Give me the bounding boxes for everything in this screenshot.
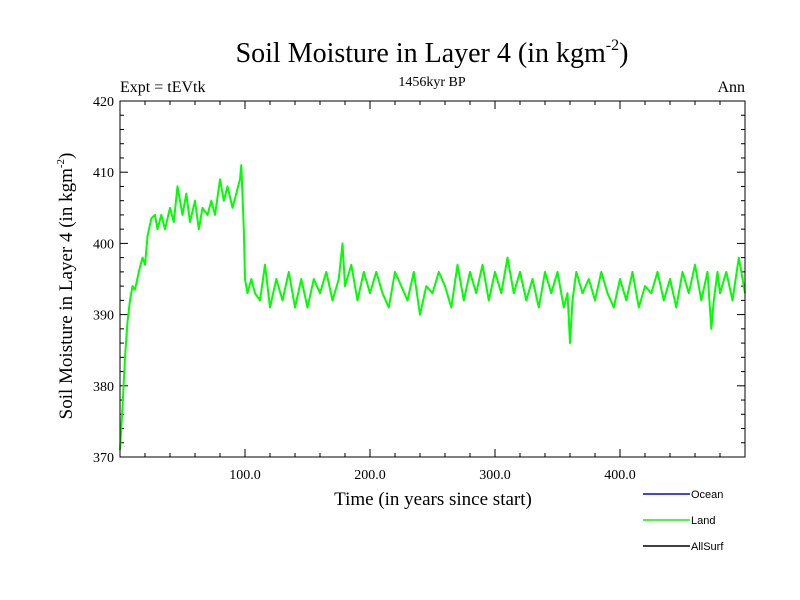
- y-axis-label: Soil Moisture in Layer 4 (in kgm-2): [55, 153, 77, 420]
- chart-title-superscript: -2: [606, 37, 619, 54]
- y-tick-label: 380: [93, 380, 114, 395]
- y-tick-label: 400: [93, 237, 114, 252]
- legend-label-ocean: Ocean: [691, 489, 723, 501]
- period-label: 1456kyr BP: [398, 75, 466, 90]
- y-tick-label: 390: [93, 309, 114, 324]
- y-tick-label: 420: [93, 95, 114, 110]
- y-axis-label-superscript: -2: [55, 159, 67, 168]
- legend-label-land: Land: [691, 515, 715, 527]
- y-tick-label: 410: [93, 166, 114, 181]
- experiment-label: Expt = tEVtk: [120, 79, 205, 96]
- legend-label-allsurf: AllSurf: [691, 541, 724, 553]
- chart-title: Soil Moisture in Layer 4 (in kgm-2): [236, 37, 629, 69]
- season-label: Ann: [717, 79, 745, 96]
- chart-title-suffix: ): [619, 38, 628, 69]
- x-tick-label: 400.0: [604, 468, 636, 483]
- y-tick-label: 370: [93, 451, 114, 466]
- y-axis-label-suffix: ): [56, 153, 77, 159]
- x-axis-label: Time (in years since start): [334, 489, 532, 510]
- plot-frame: [119, 100, 746, 458]
- x-tick-label: 100.0: [229, 468, 261, 483]
- x-tick-label: 200.0: [354, 468, 386, 483]
- x-tick-label: 300.0: [479, 468, 511, 483]
- series-line-land: [119, 164, 746, 450]
